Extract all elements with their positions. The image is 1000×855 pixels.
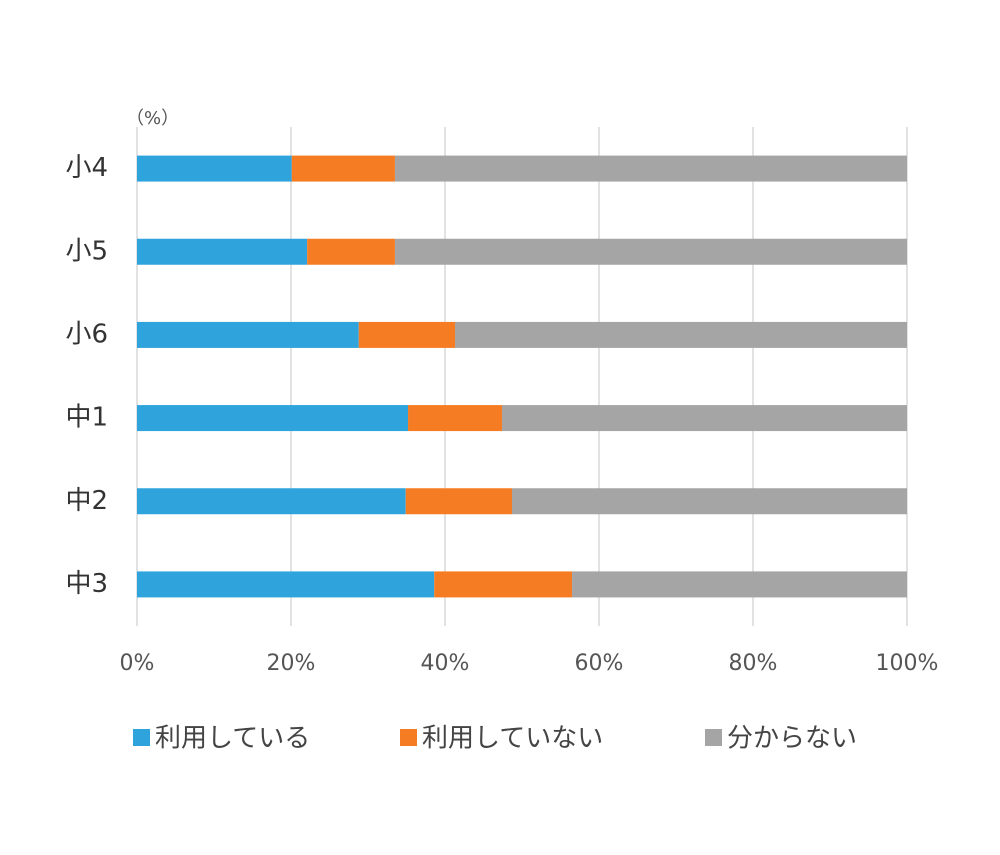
legend-swatch	[400, 729, 417, 746]
bar-segment	[511, 488, 907, 515]
legend-label: 利用していない	[422, 724, 603, 754]
bar-segment	[137, 238, 308, 265]
x-tick-label: 60%	[575, 651, 624, 676]
unit-label: （%）	[126, 108, 179, 129]
bar-segment	[434, 571, 573, 598]
bar-segment	[137, 405, 409, 432]
y-tick-label: 小6	[65, 319, 108, 349]
x-tick-label: 100%	[876, 651, 939, 676]
bar-segment	[394, 155, 907, 182]
y-tick-label: 中3	[65, 569, 108, 599]
x-tick-label: 80%	[729, 651, 778, 676]
bar-segment	[137, 155, 292, 182]
legend-label: 利用している	[155, 724, 310, 754]
bar-segment	[408, 405, 502, 432]
x-tick-label: 40%	[421, 651, 470, 676]
bar-segment	[137, 571, 435, 598]
x-tick-label: 20%	[267, 651, 316, 676]
bar-segment	[291, 155, 395, 182]
bar-segment	[572, 571, 907, 598]
bar-segment	[455, 321, 907, 348]
y-tick-label: 小4	[65, 153, 108, 183]
bar-segment	[307, 238, 395, 265]
y-tick-label: 小5	[65, 236, 108, 266]
bar-segment	[501, 405, 907, 432]
legend-swatch	[705, 729, 722, 746]
bar-segment	[137, 321, 359, 348]
bar-segment	[358, 321, 456, 348]
legend-label: 分からない	[727, 724, 857, 754]
legend-swatch	[133, 729, 150, 746]
bar-segment	[137, 488, 406, 515]
y-tick-label: 中2	[65, 486, 108, 516]
bar-segment	[405, 488, 512, 515]
bar-segment	[394, 238, 907, 265]
x-tick-label: 0%	[120, 651, 155, 676]
y-tick-label: 中1	[65, 403, 108, 433]
